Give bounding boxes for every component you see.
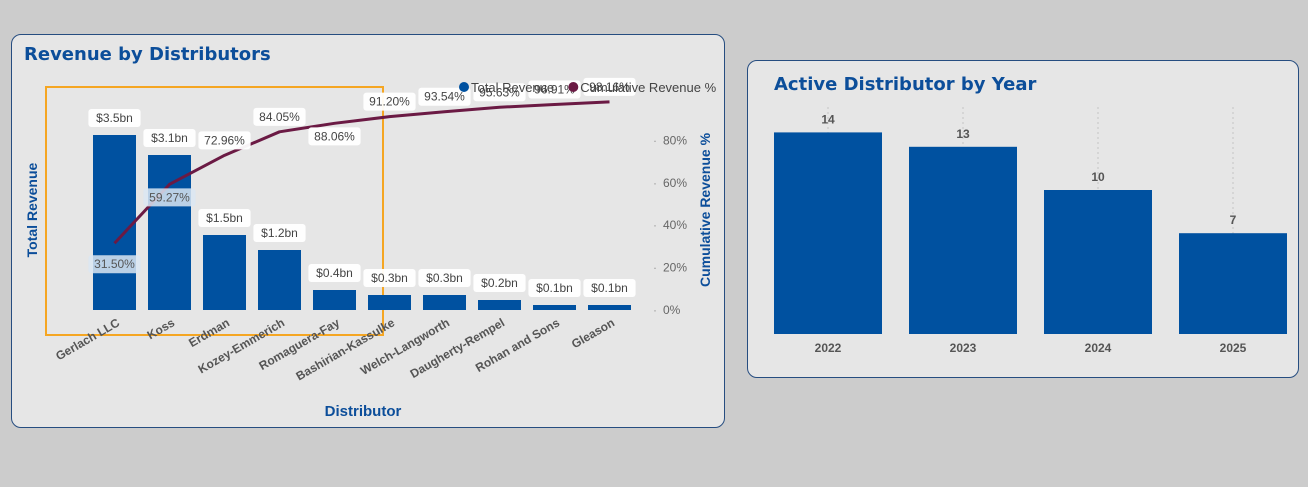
revenue-by-distributors-panel: Revenue by Distributors $3.5bn $3.1bn $1.5… (11, 34, 725, 428)
bar-value-label: $1.5bn (206, 211, 243, 225)
bar-daugherty-rempel[interactable] (478, 300, 521, 310)
cumulative-value-label: 98.16% (589, 80, 630, 94)
line-label-box (143, 188, 196, 207)
bar-2025[interactable] (1179, 233, 1287, 334)
legend-marker[interactable] (568, 82, 579, 92)
active-distributor-panel: Active Distributor by Year 14 2022 13 2023 1… (747, 60, 1299, 378)
cumulative-revenue-line (113, 100, 610, 245)
line-label-box (473, 83, 526, 102)
bar-label-box (253, 224, 306, 242)
bar-romaguera-fay[interactable] (313, 290, 356, 310)
bar-value-label: $0.2bn (481, 276, 518, 290)
x-tick-label: 2022 (815, 341, 842, 355)
line-label-box (418, 87, 471, 106)
x-tick-label: 2024 (1085, 341, 1112, 355)
cumulative-value-label: 84.05% (259, 110, 300, 124)
bar-label-box (528, 279, 581, 297)
bar-2024[interactable] (1044, 190, 1152, 334)
bar-value-label: $0.1bn (536, 281, 573, 295)
bar-2023[interactable] (909, 146, 1017, 334)
bar-value-label: $0.3bn (371, 271, 408, 285)
y2-tick-mark: · (653, 176, 657, 190)
bar-label-box (143, 129, 196, 147)
y2-tick-mark: · (653, 261, 657, 275)
line-label-box (198, 131, 251, 150)
legend-label: Total Revenue (471, 80, 554, 95)
chart-title: Active Distributor by Year (774, 74, 1037, 95)
y-axis-title: Total Revenue (24, 162, 40, 257)
bar-gleason[interactable] (588, 305, 631, 310)
x-tick-label: 2025 (1220, 341, 1247, 355)
chart-title: Revenue by Distributors (24, 44, 271, 65)
bar-value-label: $0.3bn (426, 271, 463, 285)
bar-rohan-and-sons[interactable] (533, 305, 576, 310)
bar-value-label: 7 (1230, 213, 1237, 227)
x-axis-title: Distributor (325, 403, 402, 420)
bar-gerlach-llc[interactable] (93, 135, 136, 310)
y2-axis-title: Cumulative Revenue % (697, 132, 713, 287)
highlight-box (45, 86, 384, 336)
bar-value-label: $3.5bn (96, 111, 133, 125)
line-label-box (253, 107, 306, 126)
revenue-chart: $3.5bn $3.1bn $1.5bn $1.2bn $0.4bn $0.3bn $0.3… (24, 77, 717, 420)
x-tick-label: Daugherty-Rempel (408, 315, 507, 380)
bar-kozey-emmerich[interactable] (258, 250, 301, 310)
line-label-box (363, 92, 416, 111)
cumulative-value-label: 91.20% (369, 95, 410, 109)
bar-value-label: $3.1bn (151, 131, 188, 145)
legend-label: Cumulative Revenue % (580, 80, 716, 95)
line-label-box (88, 255, 141, 274)
bar-value-label: 13 (956, 127, 970, 141)
cumulative-value-label: 88.06% (314, 129, 355, 143)
active-distributor-chart: 14 2022 13 2023 10 2024 7 2025 (774, 107, 1287, 355)
x-tick-label: 2023 (950, 341, 977, 355)
cumulative-value-label: 93.54% (424, 90, 465, 104)
bar-2022[interactable] (774, 132, 882, 334)
line-label-box (308, 127, 361, 146)
y2-tick-mark: · (653, 133, 657, 147)
line-label-box (528, 80, 581, 99)
bar-label-box (88, 109, 141, 127)
bar-label-box (583, 279, 636, 297)
y2-tick-mark: · (653, 218, 657, 232)
y2-tick-label: 20% (663, 261, 687, 275)
line-label-box (583, 77, 636, 96)
cumulative-value-label: 95.63% (479, 85, 520, 99)
cumulative-value-label: 59.27% (149, 190, 190, 204)
bar-value-label: 10 (1091, 170, 1105, 184)
bar-label-box (308, 264, 361, 282)
bar-label-box (198, 209, 251, 227)
bar-value-label: $1.2bn (261, 226, 298, 240)
bar-label-box (473, 274, 526, 292)
cumulative-value-label: 31.50% (94, 257, 135, 271)
bar-value-label: 14 (821, 112, 835, 126)
bar-erdman[interactable] (203, 235, 246, 310)
bar-label-box (363, 269, 416, 287)
x-tick-label: Bashirian-Kassulke (294, 315, 398, 383)
y2-tick-label: 80% (663, 133, 687, 147)
x-tick-label: Koss (145, 315, 178, 342)
bar-value-label: $0.1bn (591, 281, 628, 295)
bar-label-box (418, 269, 471, 287)
bar-bashirian-kassulke[interactable] (368, 295, 411, 310)
bar-welch-langworth[interactable] (423, 295, 466, 310)
y2-tick-label: 0% (663, 303, 681, 317)
y2-tick-label: 40% (663, 218, 687, 232)
legend-marker[interactable] (459, 82, 469, 92)
x-tick-label: Erdman (186, 315, 232, 349)
x-tick-label: Gerlach LLC (53, 315, 122, 363)
y2-tick-mark: · (653, 303, 657, 317)
cumulative-value-label: 96.91% (534, 83, 575, 97)
bar-value-label: $0.4bn (316, 266, 353, 280)
bar-koss[interactable] (148, 155, 191, 310)
x-tick-label: Gleason (569, 315, 617, 351)
cumulative-value-label: 72.96% (204, 133, 245, 147)
y2-tick-label: 60% (663, 176, 687, 190)
